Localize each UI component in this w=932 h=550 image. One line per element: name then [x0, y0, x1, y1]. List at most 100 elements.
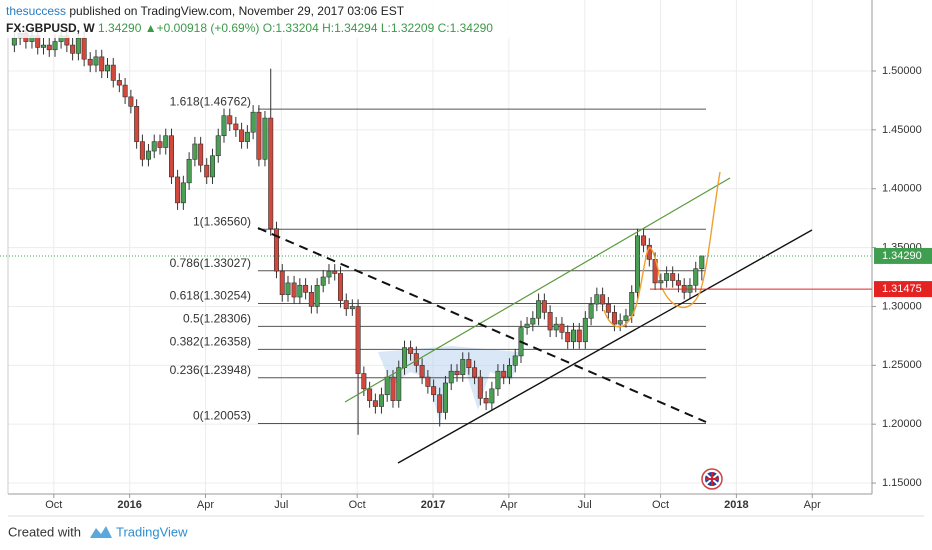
- candle-body: [367, 388, 373, 401]
- candle-body: [151, 141, 157, 152]
- candle-body: [605, 303, 611, 313]
- candle-body: [576, 329, 582, 343]
- author[interactable]: thesuccess: [6, 4, 66, 18]
- candle-body: [699, 255, 705, 270]
- candle-body: [215, 135, 221, 157]
- candle-body: [349, 306, 355, 310]
- fib-label: 0.5(1.28306): [183, 312, 251, 326]
- arrow: ▲: [145, 21, 157, 35]
- curve: [603, 247, 661, 328]
- y-tick-label: 1.25000: [882, 359, 922, 371]
- price-tag: [874, 281, 932, 298]
- x-tick-label: Apr: [197, 499, 214, 511]
- dashed-trend-line: [257, 227, 707, 423]
- candle-body: [536, 300, 542, 319]
- candle-body: [52, 41, 58, 51]
- candle-body: [588, 303, 594, 319]
- candle-body: [623, 315, 629, 321]
- candle-body: [250, 111, 256, 133]
- candle-body: [116, 80, 122, 86]
- candle-body: [233, 123, 239, 131]
- candle-body: [221, 115, 227, 137]
- fib-label: 1.618(1.46762): [170, 94, 251, 108]
- x-tick-label: 2018: [724, 499, 748, 511]
- y-tick-label: 1.20000: [882, 418, 922, 430]
- candle-body: [139, 141, 145, 160]
- candle-body: [198, 143, 204, 166]
- price-tag: [874, 247, 932, 264]
- candle-body: [93, 56, 99, 66]
- candle-body: [372, 400, 378, 407]
- candle-body: [477, 376, 483, 399]
- candle-body: [87, 58, 93, 66]
- x-tick-label: Oct: [45, 499, 62, 511]
- y-tick-label: 1.15000: [882, 477, 922, 489]
- fib-label: 1(1.36560): [193, 214, 251, 228]
- candle-body: [419, 365, 425, 378]
- candle-body: [664, 273, 670, 281]
- candle-body: [163, 135, 169, 148]
- candle-body: [675, 280, 681, 286]
- candle-body: [634, 235, 640, 293]
- candle-body: [431, 386, 437, 396]
- brand[interactable]: TradingView: [116, 524, 188, 539]
- candle-body: [355, 306, 361, 374]
- candle-body: [273, 228, 279, 272]
- candle-body: [157, 141, 163, 148]
- candle-body: [46, 44, 52, 51]
- fib-label: 0.236(1.23948): [170, 363, 251, 377]
- candle-body: [541, 300, 547, 313]
- candle-body: [582, 317, 588, 343]
- price-tag-label: 1.31475: [882, 283, 922, 295]
- candle-body: [693, 268, 699, 286]
- candle-body: [326, 270, 332, 278]
- candle-body: [408, 347, 414, 354]
- candle-body: [495, 370, 501, 390]
- candle-body: [670, 273, 676, 281]
- candle-body: [169, 135, 175, 178]
- candle-body: [314, 284, 320, 307]
- axes: 1.150001.200001.250001.300001.350001.400…: [0, 65, 932, 511]
- x-tick-label: Jul: [274, 499, 288, 511]
- candle-body: [617, 320, 623, 325]
- candle-body: [303, 284, 309, 293]
- symbol-line: FX:GBPUSD, W 1.34290 ▲+0.00918 (+0.69%) …: [6, 21, 493, 35]
- symbol: FX:GBPUSD, W: [6, 21, 95, 35]
- y-tick-label: 1.50000: [882, 65, 922, 77]
- candle-body: [454, 370, 460, 376]
- candle-body: [308, 292, 314, 307]
- candle-body: [320, 276, 326, 286]
- candle-body: [244, 131, 250, 142]
- candle-body: [483, 397, 489, 404]
- candle-body: [658, 280, 664, 284]
- candle-body: [70, 44, 76, 54]
- fib-label: 0.382(1.26358): [170, 334, 251, 348]
- low: L:1.32209: [381, 21, 435, 35]
- candle-body: [396, 367, 402, 401]
- x-tick-label: Jul: [578, 499, 592, 511]
- created-with: Created with: [8, 524, 81, 539]
- last: 1.34290: [98, 21, 142, 35]
- candle-body: [570, 329, 576, 343]
- candle-body: [547, 312, 553, 331]
- fib-levels: 1.618(1.46762) 1(1.36560) 0.786(1.33027) 0.…: [170, 94, 706, 425]
- candle-body: [530, 317, 536, 325]
- price-tag-label: 1.34290: [882, 250, 922, 262]
- candle-body: [472, 367, 478, 378]
- header-bg: [0, 0, 520, 38]
- candle-body: [239, 129, 245, 142]
- channel-line: [344, 177, 731, 403]
- logo[interactable]: [90, 526, 112, 538]
- candle-body: [337, 273, 343, 301]
- candle-body: [512, 355, 518, 366]
- candle-body: [145, 150, 151, 160]
- grid: [8, 0, 872, 494]
- candle-body: [501, 370, 507, 378]
- candle-body: [175, 176, 181, 204]
- candles: [11, 26, 705, 435]
- candle-body: [361, 373, 367, 390]
- event-icon: [701, 468, 723, 490]
- x-tick-label: Apr: [500, 499, 517, 511]
- candle-body: [134, 106, 140, 142]
